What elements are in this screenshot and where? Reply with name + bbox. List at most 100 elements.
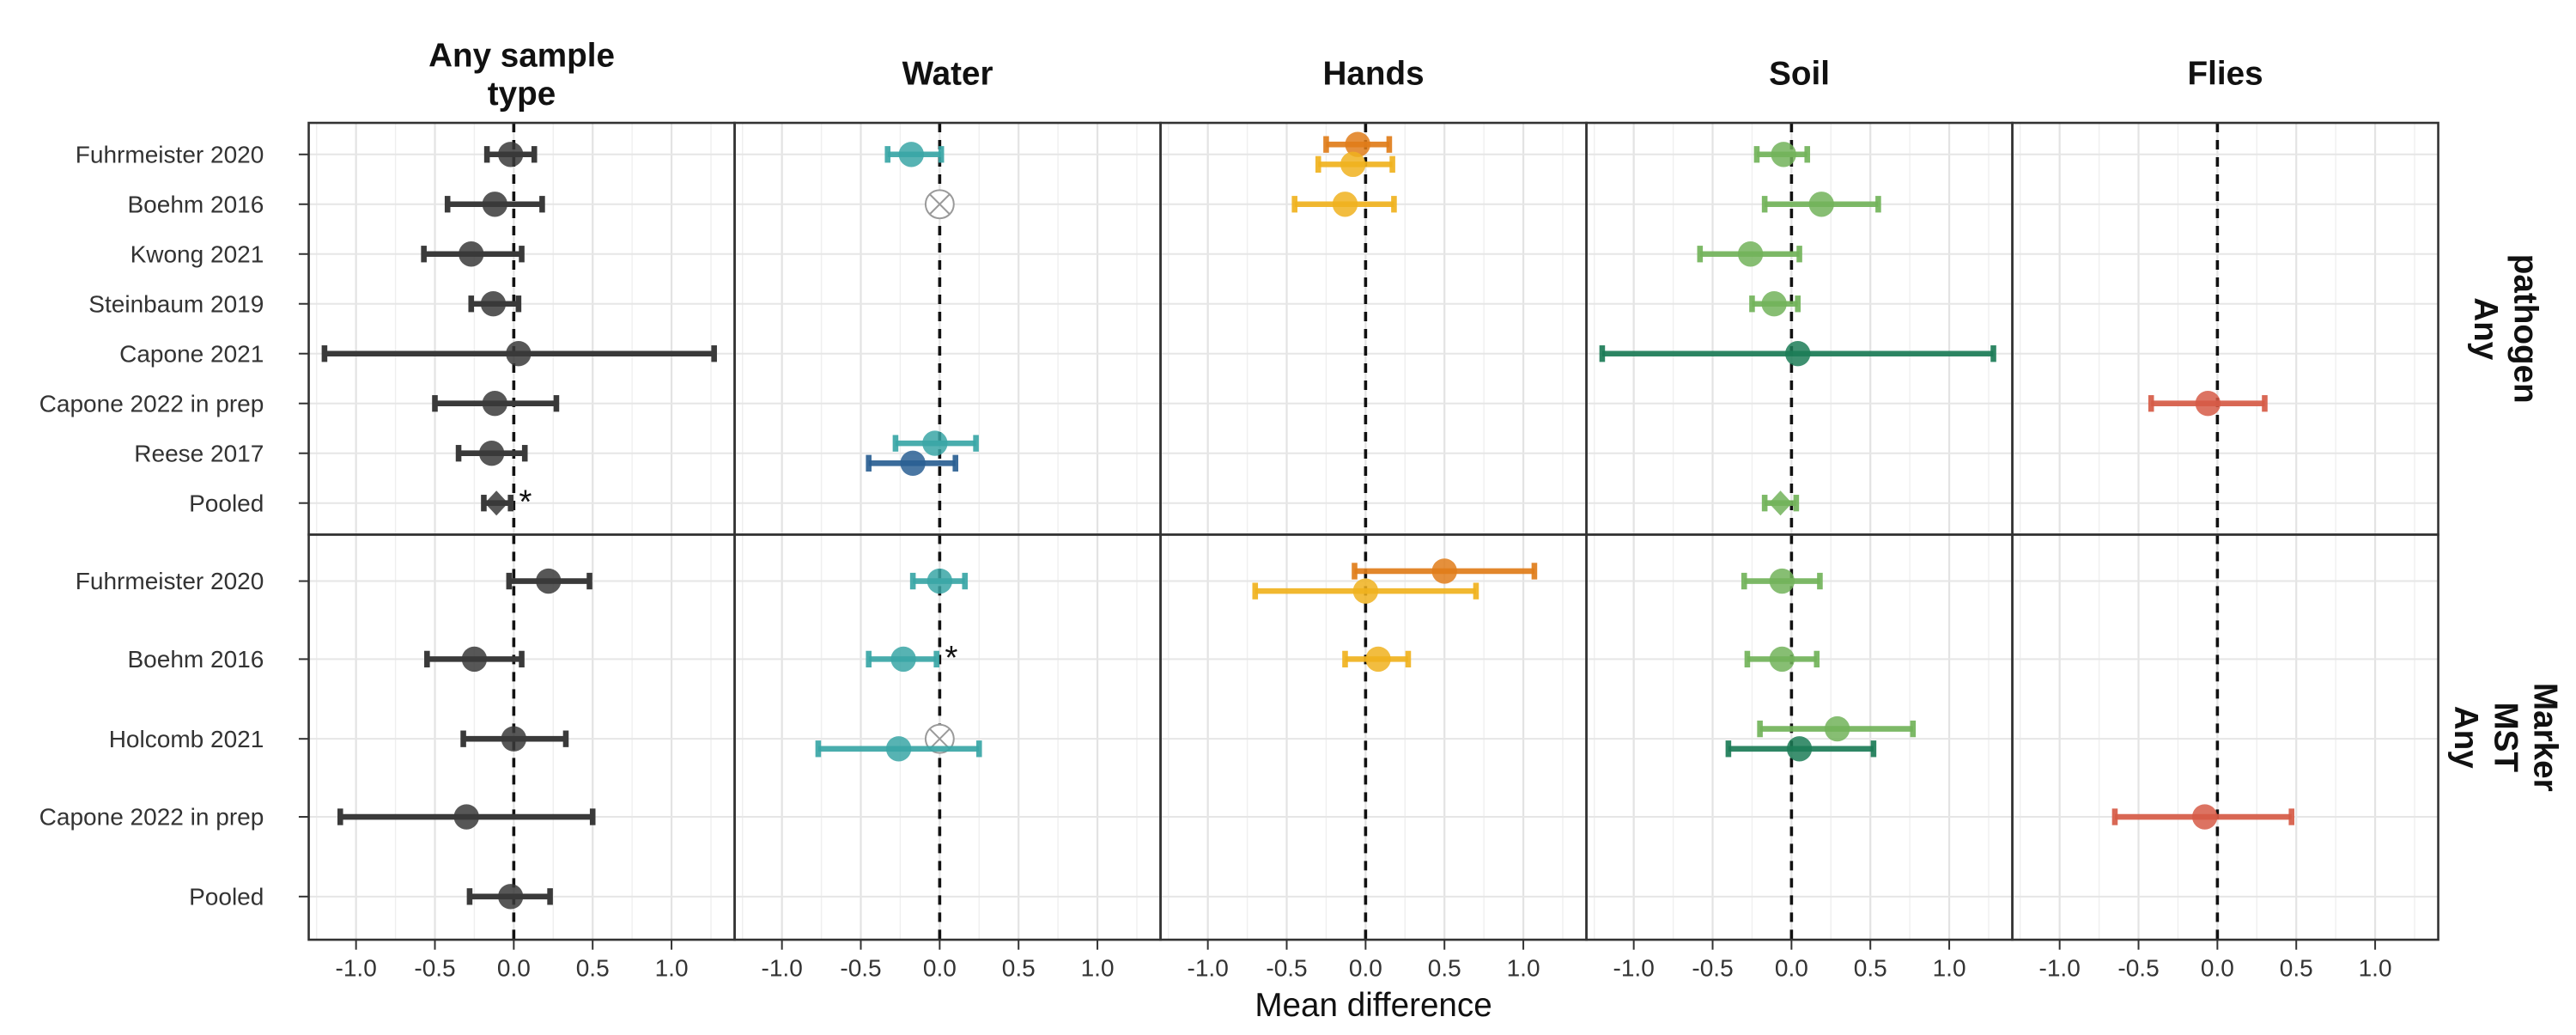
panel-background	[2012, 534, 2439, 941]
point-estimate	[1352, 578, 1379, 604]
x-tick-label: 0.5	[2280, 955, 2313, 982]
x-tick-label: 1.0	[655, 955, 689, 982]
point-estimate	[1332, 192, 1358, 217]
x-tick-label: 0.5	[1002, 955, 1036, 982]
x-tick-label: 0.5	[1428, 955, 1461, 982]
x-tick-label: -0.5	[2117, 955, 2159, 982]
x-tick-label: 0.0	[2201, 955, 2234, 982]
study-label: Pooled	[189, 883, 264, 910]
row-title-line: pathogen	[2506, 254, 2543, 404]
column-title: Soil	[1769, 56, 1830, 93]
study-label: Reese 2017	[134, 440, 264, 466]
point-estimate	[1431, 558, 1457, 584]
point-estimate	[885, 736, 912, 762]
point-estimate	[1824, 715, 1850, 742]
pooled-estimate-diamond	[1768, 490, 1793, 516]
point-estimate	[890, 646, 916, 673]
point-estimate	[1365, 646, 1391, 673]
column-title: type	[488, 76, 556, 113]
point-estimate	[1340, 151, 1366, 178]
point-estimate	[1769, 646, 1795, 673]
pooled-estimate-diamond	[484, 490, 508, 516]
point-estimate	[2191, 804, 2218, 830]
x-tick-label: 0.5	[576, 955, 610, 982]
missing-estimate-cross	[929, 193, 951, 215]
study-label: Kwong 2021	[131, 240, 264, 267]
x-tick-label: -1.0	[1188, 955, 1229, 982]
study-label: Pooled	[189, 490, 264, 516]
point-estimate	[900, 450, 926, 476]
x-tick-label: 0.0	[923, 955, 957, 982]
panel-border	[2011, 533, 2439, 941]
column-title: Any sample	[428, 37, 615, 74]
missing-estimate-cross	[929, 728, 951, 750]
x-tick-label: -0.5	[1692, 955, 1733, 982]
x-tick-label: -1.0	[336, 955, 377, 982]
point-estimate	[536, 568, 562, 594]
study-label: Fuhrmeister 2020	[76, 141, 264, 167]
point-estimate	[506, 341, 532, 367]
point-estimate	[898, 142, 924, 167]
x-tick-label: -0.5	[414, 955, 455, 982]
study-label: Boehm 2016	[127, 646, 264, 673]
point-estimate	[1771, 142, 1796, 167]
study-label: Capone 2021	[119, 340, 264, 367]
point-estimate	[1769, 568, 1795, 594]
x-tick-label: -1.0	[1613, 955, 1655, 982]
point-estimate	[497, 142, 524, 167]
row-title: Any pathogen	[2467, 254, 2543, 404]
row-title-line: Any	[2467, 297, 2504, 361]
point-estimate	[927, 568, 953, 594]
panel-background	[1586, 123, 2013, 535]
column-title: Hands	[1323, 56, 1425, 93]
x-tick-label: 1.0	[1081, 955, 1115, 982]
significance-marker: *	[945, 640, 957, 677]
point-estimate	[1786, 736, 1813, 762]
row-title-line: MST	[2487, 702, 2524, 772]
study-label: Capone 2022 in prep	[39, 804, 264, 831]
point-estimate	[501, 726, 527, 752]
x-tick-label: -0.5	[840, 955, 881, 982]
significance-marker: *	[519, 484, 532, 521]
panel-background	[1160, 123, 1587, 535]
x-axis-title: Mean difference	[1255, 987, 1492, 1024]
x-tick-label: -0.5	[1266, 955, 1307, 982]
point-estimate	[1808, 192, 1834, 217]
x-tick-label: 1.0	[1507, 955, 1540, 982]
row-title: Any MST Marker	[2447, 683, 2564, 792]
panel-background	[308, 123, 735, 535]
point-estimate	[1785, 341, 1811, 367]
x-tick-label: 0.5	[1854, 955, 1887, 982]
point-estimate	[461, 646, 488, 673]
point-estimate	[1761, 291, 1787, 317]
x-tick-label: 0.0	[1349, 955, 1382, 982]
study-label: Fuhrmeister 2020	[76, 568, 264, 594]
point-estimate	[453, 804, 479, 830]
x-tick-label: 1.0	[1933, 955, 1966, 982]
row-title-line: Marker	[2527, 683, 2564, 792]
point-estimate	[497, 884, 524, 910]
panel-background	[1160, 534, 1587, 941]
point-estimate	[459, 241, 484, 267]
study-label: Boehm 2016	[127, 191, 264, 217]
study-label: Capone 2022 in prep	[39, 390, 264, 417]
point-estimate	[2195, 391, 2221, 417]
point-estimate	[1345, 131, 1370, 157]
x-tick-label: 0.0	[497, 955, 531, 982]
point-estimate	[480, 291, 507, 317]
x-tick-label: -1.0	[2039, 955, 2081, 982]
x-tick-label: 1.0	[2359, 955, 2392, 982]
panel-background	[2012, 123, 2439, 535]
x-tick-label: -1.0	[762, 955, 803, 982]
point-estimate	[482, 391, 507, 417]
point-estimate	[922, 430, 948, 456]
column-title: Flies	[2188, 56, 2263, 93]
study-label: Steinbaum 2019	[88, 290, 264, 317]
point-estimate	[478, 441, 505, 466]
point-estimate	[482, 192, 507, 217]
x-tick-label: 0.0	[1775, 955, 1808, 982]
study-label: Holcomb 2021	[109, 726, 264, 752]
column-title: Water	[902, 56, 993, 93]
